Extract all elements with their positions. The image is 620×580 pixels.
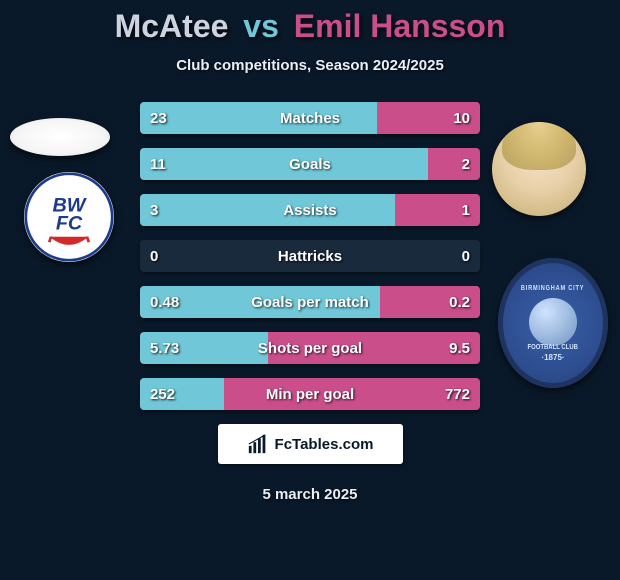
title-player1: McAtee <box>115 8 229 44</box>
stat-row: Matches23 10 <box>140 102 480 134</box>
stat-label: Assists <box>140 194 480 226</box>
title-player2: Emil Hansson <box>294 8 506 44</box>
stat-value-player2: 0 <box>462 240 470 272</box>
stat-value-player1: 23 <box>150 102 167 134</box>
stat-value-player2: 2 <box>462 148 470 180</box>
player2-club-crest: BIRMINGHAM CITY FOOTBALL CLUB ·1875· <box>498 258 608 388</box>
title-vs: vs <box>243 8 279 44</box>
footer-logo: FcTables.com <box>218 424 403 464</box>
stat-label: Matches <box>140 102 480 134</box>
svg-text:FC: FC <box>56 213 83 235</box>
subtitle: Club competitions, Season 2024/2025 <box>0 57 620 74</box>
stat-label: Shots per goal <box>140 332 480 364</box>
stat-value-player2: 10 <box>453 102 470 134</box>
stat-row: Hattricks0 0 <box>140 240 480 272</box>
stat-label: Min per goal <box>140 378 480 410</box>
globe-icon <box>529 298 577 346</box>
stat-row: Goals per match0.48 0.2 <box>140 286 480 318</box>
crest-p2-top-text: BIRMINGHAM CITY <box>521 285 584 292</box>
stat-value-player1: 11 <box>150 148 166 180</box>
comparison-infographic: McAtee vs Emil Hansson Club competitions… <box>0 0 620 580</box>
stat-value-player2: 0.2 <box>449 286 470 318</box>
stat-row: Assists3 1 <box>140 194 480 226</box>
chart-icon <box>247 433 269 455</box>
stat-value-player2: 9.5 <box>449 332 470 364</box>
player1-avatar <box>10 118 110 156</box>
stat-value-player1: 0.48 <box>150 286 179 318</box>
stat-row: Shots per goal5.73 9.5 <box>140 332 480 364</box>
stat-row: Min per goal252 772 <box>140 378 480 410</box>
stat-value-player2: 772 <box>445 378 470 410</box>
stat-value-player2: 1 <box>462 194 470 226</box>
stat-value-player1: 3 <box>150 194 158 226</box>
player2-avatar <box>492 122 586 216</box>
stat-label: Goals per match <box>140 286 480 318</box>
stat-row: Goals11 2 <box>140 148 480 180</box>
stats-list: Matches23 10 Goals11 2 Assists3 1 Hattricks0 0 G… <box>140 102 480 410</box>
footer-date: 5 march 2025 <box>0 486 620 503</box>
stat-label: Hattricks <box>140 240 480 272</box>
stat-value-player1: 252 <box>150 378 175 410</box>
stat-value-player1: 5.73 <box>150 332 179 364</box>
player1-club-crest: BW FC <box>24 172 114 262</box>
footer-logo-text: FcTables.com <box>275 436 374 453</box>
page-title: McAtee vs Emil Hansson <box>0 8 620 45</box>
stat-label: Goals <box>140 148 480 180</box>
crest-p2-banner: FOOTBALL CLUB <box>528 344 578 351</box>
crest-p2-year: ·1875· <box>541 353 564 362</box>
stat-value-player1: 0 <box>150 240 158 272</box>
